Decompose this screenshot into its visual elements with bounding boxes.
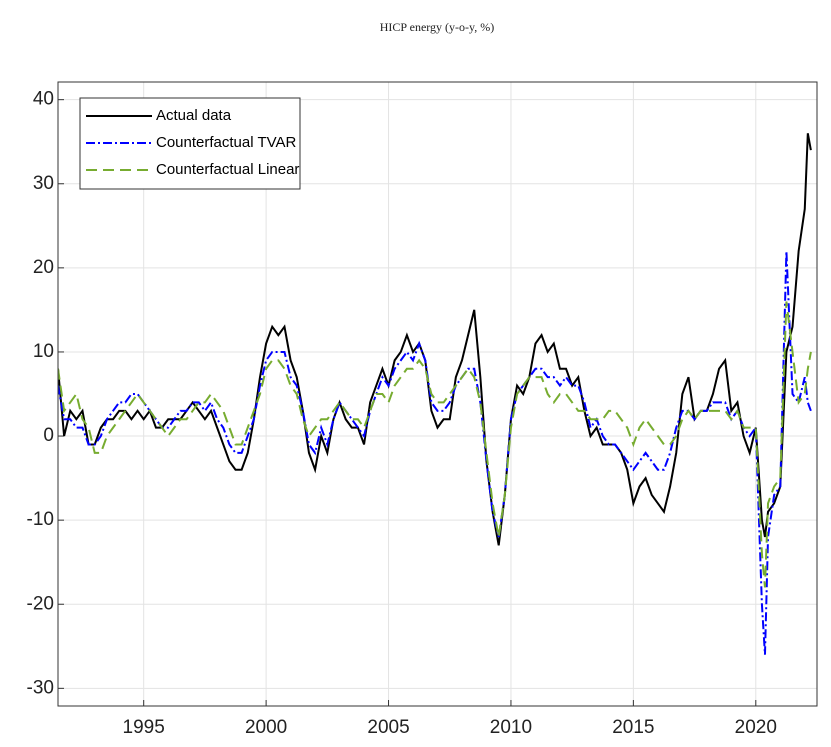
y-tick-label: 20 — [33, 257, 54, 278]
x-tick-label: 2005 — [367, 717, 409, 738]
y-tick-label: 40 — [33, 89, 54, 110]
series-line — [58, 133, 812, 546]
y-tick-label: 0 — [43, 425, 54, 446]
y-tick-label: -20 — [27, 593, 54, 614]
series-line — [58, 250, 812, 655]
legend-label: Counterfactual TVAR — [156, 134, 297, 151]
y-tick-label: 30 — [33, 173, 54, 194]
x-tick-label: 2000 — [245, 717, 287, 738]
series-line — [58, 301, 812, 588]
chart-title: HICP energy (y-o-y, %) — [380, 20, 495, 34]
y-tick-label: 10 — [33, 341, 54, 362]
y-tick-label: -10 — [27, 509, 54, 530]
legend-label: Counterfactual Linear — [156, 161, 299, 178]
legend-label: Actual data — [156, 107, 232, 124]
x-tick-label: 1995 — [123, 717, 165, 738]
plot-frame — [57, 81, 818, 707]
x-tick-label: 2020 — [735, 717, 777, 738]
x-tick-label: 2010 — [490, 717, 532, 738]
y-tick-label: -30 — [27, 677, 54, 698]
x-tick-label: 2015 — [612, 717, 654, 738]
